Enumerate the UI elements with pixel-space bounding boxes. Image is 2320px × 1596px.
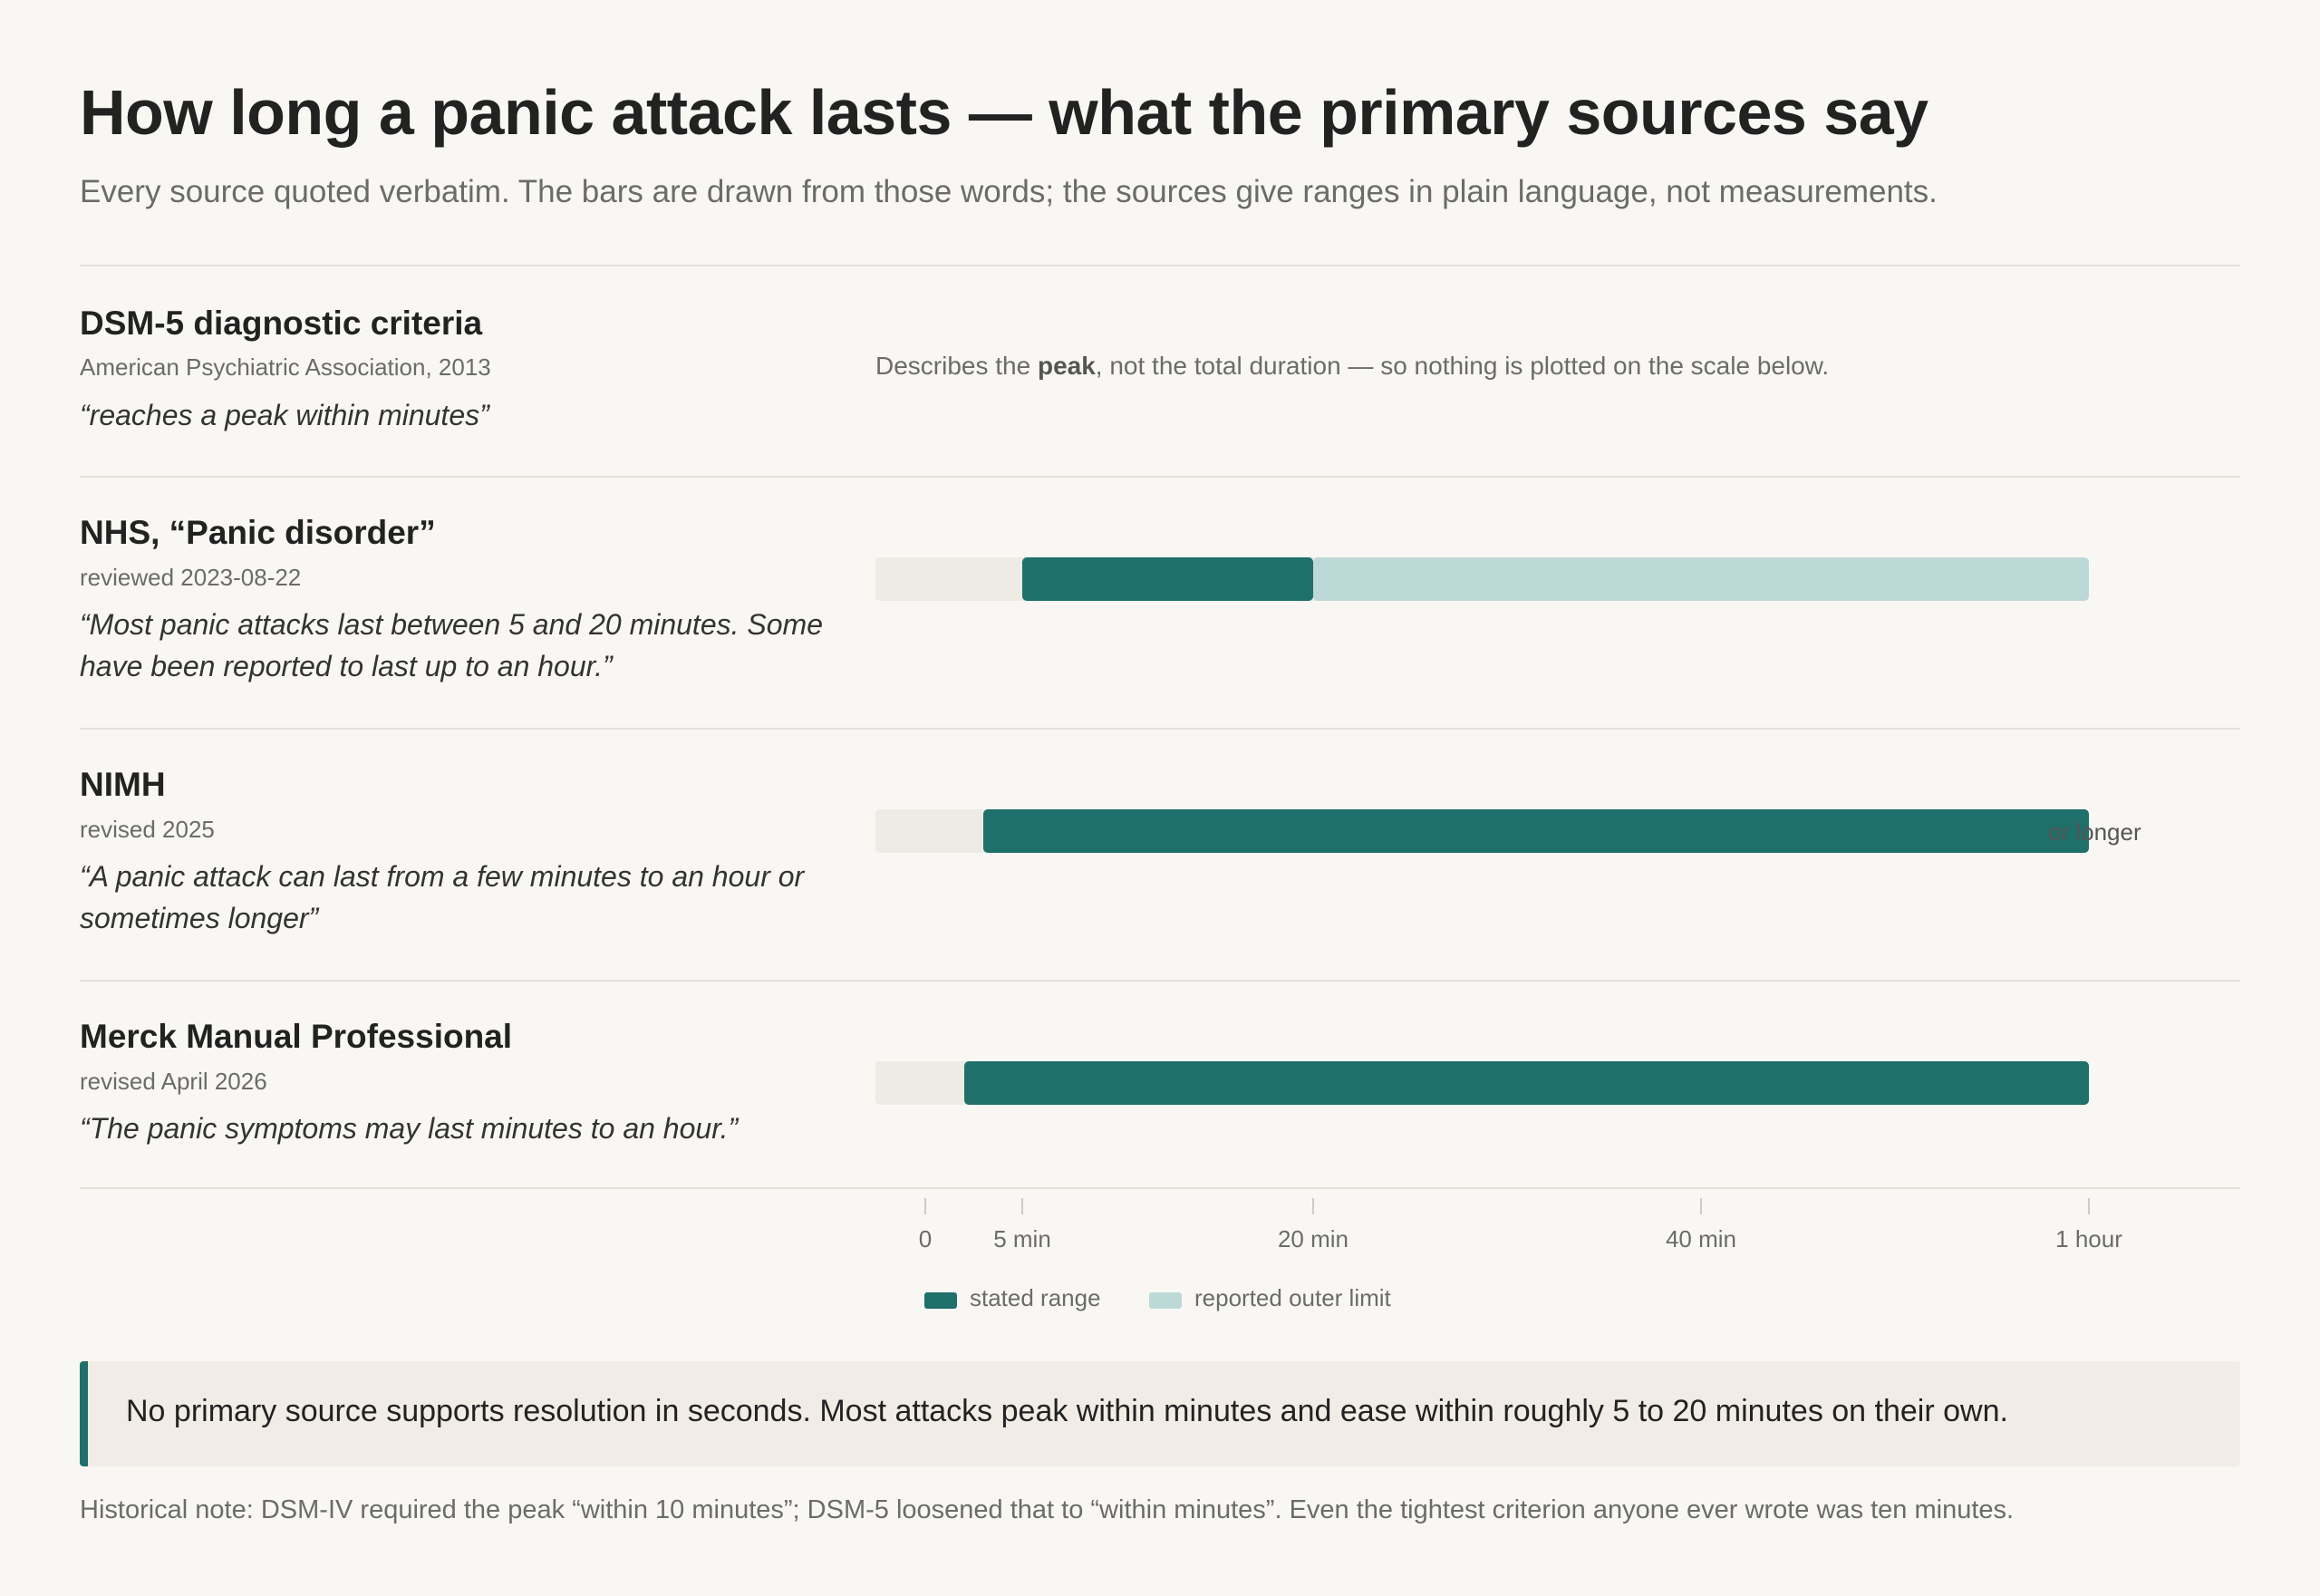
x-axis: 0 5 min 20 min 40 min 1 hour	[875, 1198, 2144, 1271]
page-title: How long a panic attack lasts — what the…	[80, 77, 1928, 148]
peak-note-suffix: , not the total duration — so nothing is…	[1095, 352, 1830, 380]
or-longer-label: or longer	[2048, 818, 2141, 846]
stated-range-bar	[1022, 557, 1313, 601]
axis-tick	[924, 1198, 926, 1214]
peak-note-emphasis: peak	[1037, 352, 1096, 380]
source-name: DSM-5 diagnostic criteria	[80, 305, 483, 342]
page-subtitle: Every source quoted verbatim. The bars a…	[80, 174, 1938, 209]
axis-tick-label: 5 min	[993, 1225, 1051, 1253]
legend-label: reported outer limit	[1194, 1284, 1391, 1311]
source-row-nhs: NHS, “Panic disorder” reviewed 2023-08-2…	[80, 476, 2240, 728]
source-meta: revised April 2026	[80, 1068, 267, 1095]
axis-tick	[1021, 1198, 1023, 1214]
source-name: NHS, “Panic disorder”	[80, 514, 436, 551]
source-quote: “The panic symptoms may last minutes to …	[80, 1112, 739, 1145]
axis-line	[80, 1187, 2240, 1189]
axis-tick-label: 0	[918, 1225, 933, 1253]
source-quote: “Most panic attacks last between 5 and 2…	[80, 608, 823, 682]
source-name: Merck Manual Professional	[80, 1018, 513, 1055]
source-row-merck: Merck Manual Professional revised April …	[80, 980, 2240, 1188]
divider	[80, 476, 2240, 478]
summary-callout: No primary source supports resolution in…	[80, 1361, 2240, 1466]
axis-tick	[1312, 1198, 1314, 1214]
legend-label: stated range	[970, 1284, 1101, 1311]
legend-swatch	[1149, 1292, 1182, 1309]
source-row-nimh: NIMH revised 2025 “A panic attack can la…	[80, 728, 2240, 980]
range-track	[875, 809, 2089, 853]
axis-tick	[2088, 1198, 2090, 1214]
callout-text: No primary source supports resolution in…	[126, 1394, 2008, 1428]
axis-tick-label: 20 min	[1277, 1225, 1349, 1253]
peak-note: Describes the peak, not the total durati…	[875, 352, 1829, 381]
stated-range-bar	[983, 809, 2089, 853]
source-row-dsm5: DSM-5 diagnostic criteria American Psych…	[80, 265, 2240, 477]
source-quote: “reaches a peak within minutes”	[80, 399, 489, 431]
outer-limit-bar	[1313, 557, 2089, 601]
peak-note-prefix: Describes the	[875, 352, 1038, 380]
range-track	[875, 1061, 2089, 1105]
source-meta: revised 2025	[80, 816, 215, 843]
legend-swatch	[924, 1292, 957, 1309]
source-quote: “A panic attack can last from a few minu…	[80, 860, 805, 934]
historical-note: Historical note: DSM-IV required the pea…	[80, 1495, 2015, 1524]
axis-tick	[1700, 1198, 1702, 1214]
divider	[80, 265, 2240, 266]
axis-tick-label: 40 min	[1665, 1225, 1737, 1253]
axis-tick-label: 1 hour	[2055, 1225, 2122, 1253]
stated-range-bar	[963, 1061, 2089, 1105]
source-meta: reviewed 2023-08-22	[80, 564, 302, 591]
source-name: NIMH	[80, 766, 166, 803]
chart-page: How long a panic attack lasts — what the…	[80, 0, 2240, 1596]
divider	[80, 728, 2240, 730]
source-meta: American Psychiatric Association, 2013	[80, 353, 491, 381]
divider	[80, 980, 2240, 982]
range-track	[875, 557, 2089, 601]
